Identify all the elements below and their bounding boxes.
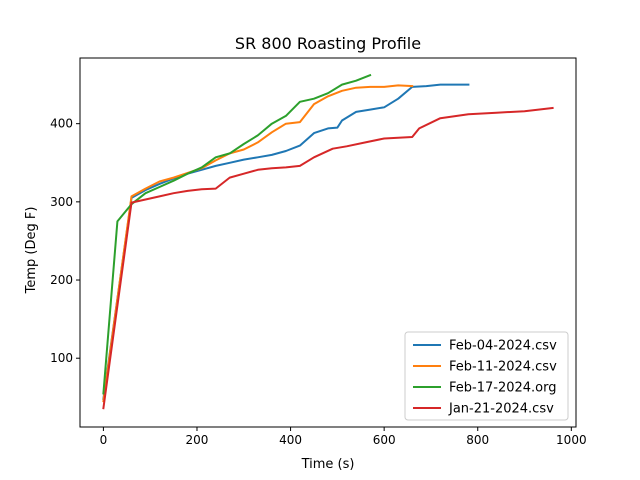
plot-area: 0 200 400 600 800 1000 100 200 300 400	[50, 57, 587, 447]
chart-title: SR 800 Roasting Profile	[235, 34, 421, 53]
legend-label-2: Feb-11-2024.csv	[449, 360, 557, 375]
legend-label-4: Jan-21-2024.csv	[448, 402, 554, 417]
x-axis-label: Time (s)	[301, 457, 355, 472]
legend-label-3: Feb-17-2024.org	[449, 381, 556, 396]
x-tick-label: 600	[373, 433, 396, 447]
x-tick-label: 400	[279, 433, 302, 447]
y-axis-label: Temp (Deg F)	[24, 207, 39, 295]
series-line-2	[102, 84, 414, 403]
legend-label-1: Feb-04-2024.csv	[449, 339, 557, 354]
y-tick-label: 400	[50, 117, 73, 131]
x-tick-label: 800	[466, 433, 489, 447]
legend: Feb-04-2024.csv Feb-11-2024.csv Feb-17-202…	[404, 331, 569, 421]
x-tick-label: 1000	[556, 433, 587, 447]
plot-frame	[79, 57, 577, 428]
legend-box	[404, 331, 569, 421]
series-line-3	[102, 73, 372, 395]
y-tick-label: 300	[50, 195, 73, 209]
y-tick-label: 100	[50, 351, 73, 365]
x-tick-label: 200	[186, 433, 209, 447]
x-tick-label: 0	[100, 433, 108, 447]
series-line-4	[102, 106, 554, 410]
y-tick-label: 200	[50, 273, 73, 287]
